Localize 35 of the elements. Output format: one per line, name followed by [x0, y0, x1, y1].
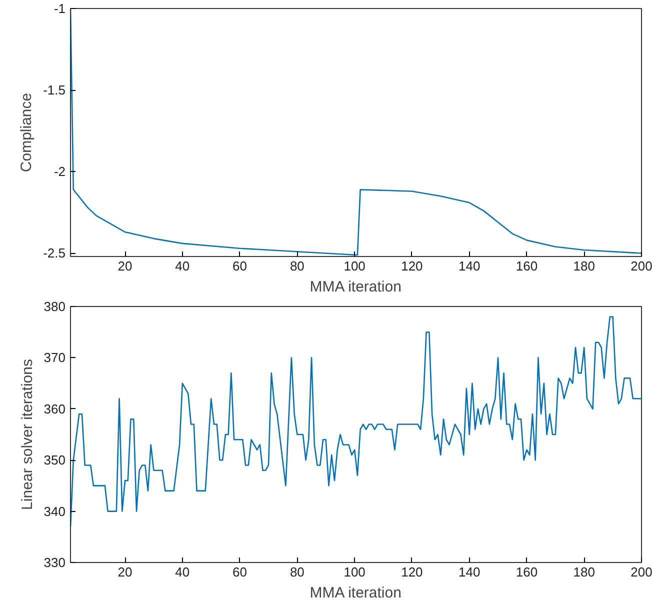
- x-axis-title: MMA iteration: [310, 584, 402, 602]
- x-axis-title: MMA iteration: [310, 278, 402, 296]
- y-tick-label: 340: [44, 504, 66, 519]
- y-axis-title: Linear solver iterations: [18, 359, 36, 510]
- x-tick-label: 180: [573, 258, 595, 274]
- x-tick-label: 160: [516, 564, 538, 580]
- x-tick-label: 60: [232, 564, 248, 580]
- x-tick-label: 60: [232, 258, 248, 274]
- x-tick-label: 200: [630, 258, 652, 274]
- x-tick-label: 180: [573, 564, 595, 580]
- x-tick-label: 100: [344, 258, 366, 274]
- y-tick-label: 380: [44, 299, 66, 314]
- x-tick-label: 100: [344, 564, 366, 580]
- y-axis-title: Compliance: [18, 92, 36, 172]
- x-tick-label: 80: [290, 258, 304, 274]
- x-tick-label: 120: [401, 258, 423, 274]
- y-tick-label: 370: [44, 350, 66, 366]
- x-tick-label: 80: [290, 564, 304, 580]
- y-tick-label: -1: [54, 1, 66, 16]
- y-tick-label: 350: [44, 452, 66, 468]
- x-tick-label: 140: [458, 564, 480, 580]
- x-tick-label: 140: [458, 258, 480, 274]
- x-tick-label: 40: [175, 564, 190, 580]
- y-tick-label: -2.5: [43, 246, 66, 261]
- x-tick-label: 20: [118, 258, 132, 274]
- y-tick-label: -1.5: [43, 82, 66, 98]
- y-tick-label: 360: [44, 401, 66, 416]
- x-tick-label: 120: [401, 564, 423, 580]
- line-series: [70, 8, 642, 256]
- y-tick-label: 330: [44, 555, 66, 570]
- x-tick-label: 160: [516, 258, 538, 274]
- x-tick-label: 200: [630, 564, 652, 580]
- x-tick-label: 20: [118, 564, 132, 580]
- y-tick-label: -2: [54, 164, 66, 180]
- x-tick-label: 40: [175, 258, 190, 274]
